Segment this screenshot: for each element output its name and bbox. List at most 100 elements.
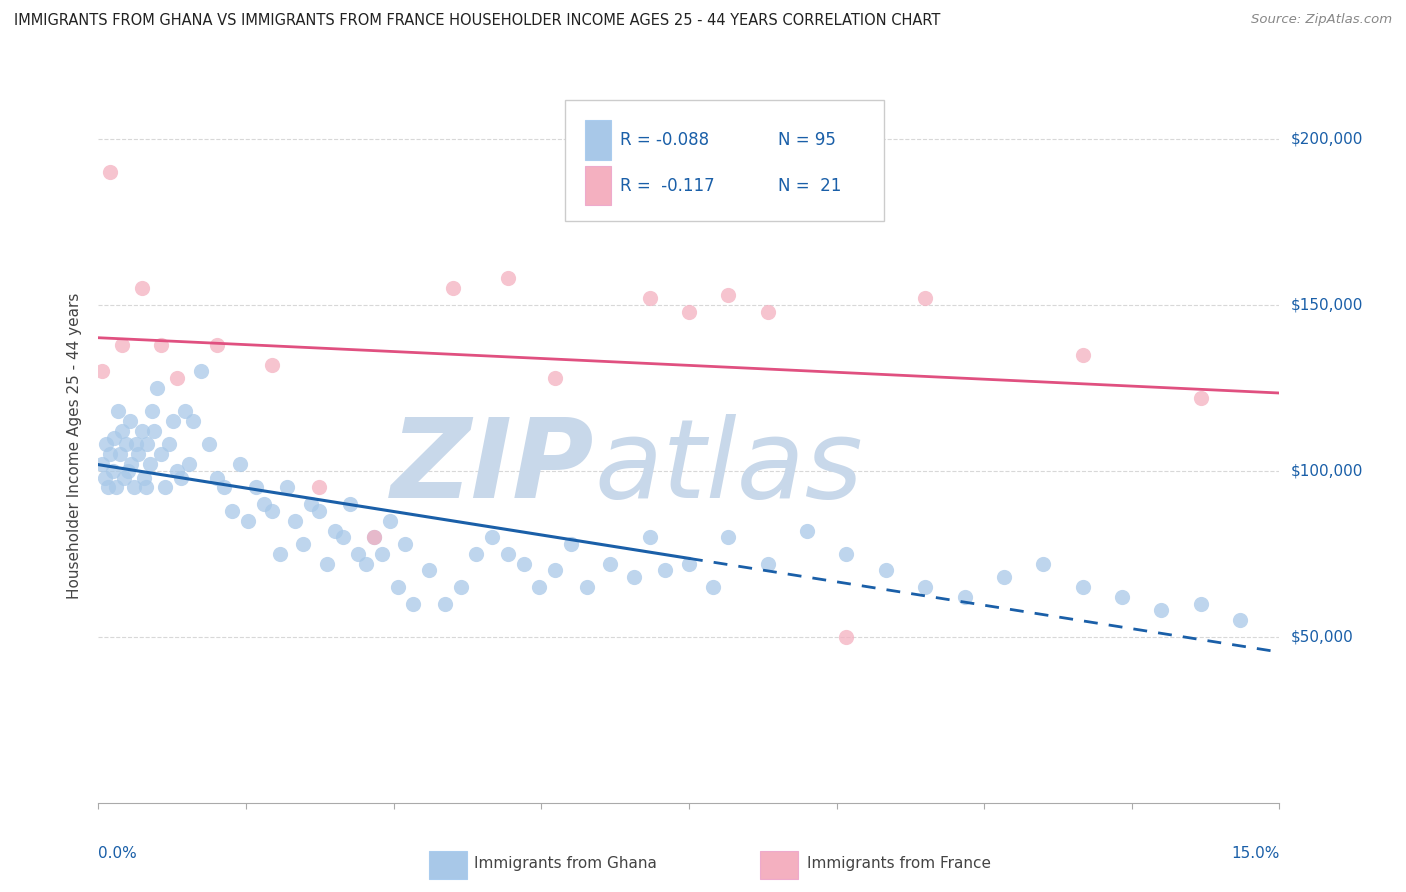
Point bbox=[174, 404, 197, 418]
Point bbox=[371, 547, 394, 561]
Point bbox=[115, 437, 138, 451]
Point bbox=[835, 547, 858, 561]
Point bbox=[638, 530, 661, 544]
Point bbox=[93, 470, 115, 484]
Text: R =  -0.117: R = -0.117 bbox=[620, 177, 716, 194]
Point bbox=[103, 431, 125, 445]
Point bbox=[363, 530, 385, 544]
Point bbox=[205, 470, 228, 484]
Point bbox=[236, 514, 259, 528]
Point bbox=[104, 481, 127, 495]
Point bbox=[166, 464, 188, 478]
Point bbox=[402, 597, 425, 611]
Text: ZIP: ZIP bbox=[391, 414, 595, 521]
Text: R = -0.088: R = -0.088 bbox=[620, 131, 710, 149]
Point bbox=[1189, 597, 1212, 611]
Point bbox=[98, 447, 121, 461]
Point bbox=[125, 437, 148, 451]
Point bbox=[150, 447, 173, 461]
Point bbox=[157, 437, 180, 451]
Point bbox=[378, 514, 401, 528]
Text: $50,000: $50,000 bbox=[1291, 630, 1354, 644]
Point bbox=[575, 580, 598, 594]
Point bbox=[276, 481, 298, 495]
Point bbox=[1071, 348, 1094, 362]
Point bbox=[138, 457, 160, 471]
Point bbox=[132, 470, 155, 484]
Point bbox=[91, 457, 114, 471]
Point bbox=[544, 371, 567, 385]
Point bbox=[756, 304, 779, 318]
Point bbox=[835, 630, 858, 644]
Text: IMMIGRANTS FROM GHANA VS IMMIGRANTS FROM FRANCE HOUSEHOLDER INCOME AGES 25 - 44 : IMMIGRANTS FROM GHANA VS IMMIGRANTS FROM… bbox=[14, 13, 941, 29]
FancyBboxPatch shape bbox=[565, 100, 884, 221]
Point bbox=[623, 570, 645, 584]
Point bbox=[512, 557, 534, 571]
Point bbox=[253, 497, 276, 511]
Point bbox=[638, 291, 661, 305]
Point bbox=[166, 371, 188, 385]
Point bbox=[332, 530, 354, 544]
Text: $150,000: $150,000 bbox=[1291, 297, 1362, 312]
Point bbox=[678, 304, 700, 318]
Point bbox=[796, 524, 818, 538]
Y-axis label: Householder Income Ages 25 - 44 years: Householder Income Ages 25 - 44 years bbox=[67, 293, 83, 599]
Point bbox=[107, 404, 129, 418]
Point bbox=[465, 547, 488, 561]
Point bbox=[146, 381, 169, 395]
Point bbox=[702, 580, 724, 594]
Point bbox=[433, 597, 456, 611]
Point bbox=[1071, 580, 1094, 594]
Point bbox=[260, 358, 283, 372]
Point bbox=[654, 564, 676, 578]
Point bbox=[394, 537, 416, 551]
Point bbox=[496, 271, 519, 285]
Point bbox=[418, 564, 440, 578]
Point bbox=[756, 557, 779, 571]
Point bbox=[150, 338, 173, 352]
Point bbox=[110, 447, 132, 461]
Point bbox=[142, 424, 165, 438]
Point bbox=[197, 437, 219, 451]
Text: Source: ZipAtlas.com: Source: ZipAtlas.com bbox=[1251, 13, 1392, 27]
Point bbox=[181, 414, 204, 428]
Bar bbox=[759, 851, 797, 880]
Point bbox=[111, 338, 134, 352]
Point bbox=[363, 530, 385, 544]
Point bbox=[354, 557, 377, 571]
Text: Immigrants from France: Immigrants from France bbox=[807, 856, 991, 871]
Point bbox=[560, 537, 582, 551]
Bar bbox=[429, 851, 467, 880]
Point bbox=[136, 437, 159, 451]
Text: N =  21: N = 21 bbox=[778, 177, 841, 194]
Point bbox=[96, 437, 118, 451]
Text: Immigrants from Ghana: Immigrants from Ghana bbox=[474, 856, 657, 871]
Bar bbox=[585, 166, 612, 205]
Point bbox=[1111, 590, 1133, 604]
Point bbox=[347, 547, 370, 561]
Point bbox=[339, 497, 361, 511]
Point bbox=[292, 537, 315, 551]
Point bbox=[1150, 603, 1173, 617]
Text: $200,000: $200,000 bbox=[1291, 131, 1362, 146]
Point bbox=[678, 557, 700, 571]
Point bbox=[269, 547, 291, 561]
Point bbox=[993, 570, 1015, 584]
Point bbox=[308, 481, 330, 495]
Point bbox=[450, 580, 472, 594]
Point bbox=[190, 364, 212, 378]
Point bbox=[441, 281, 464, 295]
Point bbox=[177, 457, 200, 471]
Point bbox=[1189, 391, 1212, 405]
Point bbox=[914, 291, 936, 305]
Point bbox=[229, 457, 252, 471]
Point bbox=[91, 364, 114, 378]
Point bbox=[323, 524, 346, 538]
Point bbox=[97, 481, 120, 495]
Point bbox=[170, 470, 193, 484]
Point bbox=[135, 481, 157, 495]
Point bbox=[599, 557, 621, 571]
Point bbox=[299, 497, 322, 511]
Point bbox=[214, 481, 236, 495]
Text: $100,000: $100,000 bbox=[1291, 463, 1362, 478]
